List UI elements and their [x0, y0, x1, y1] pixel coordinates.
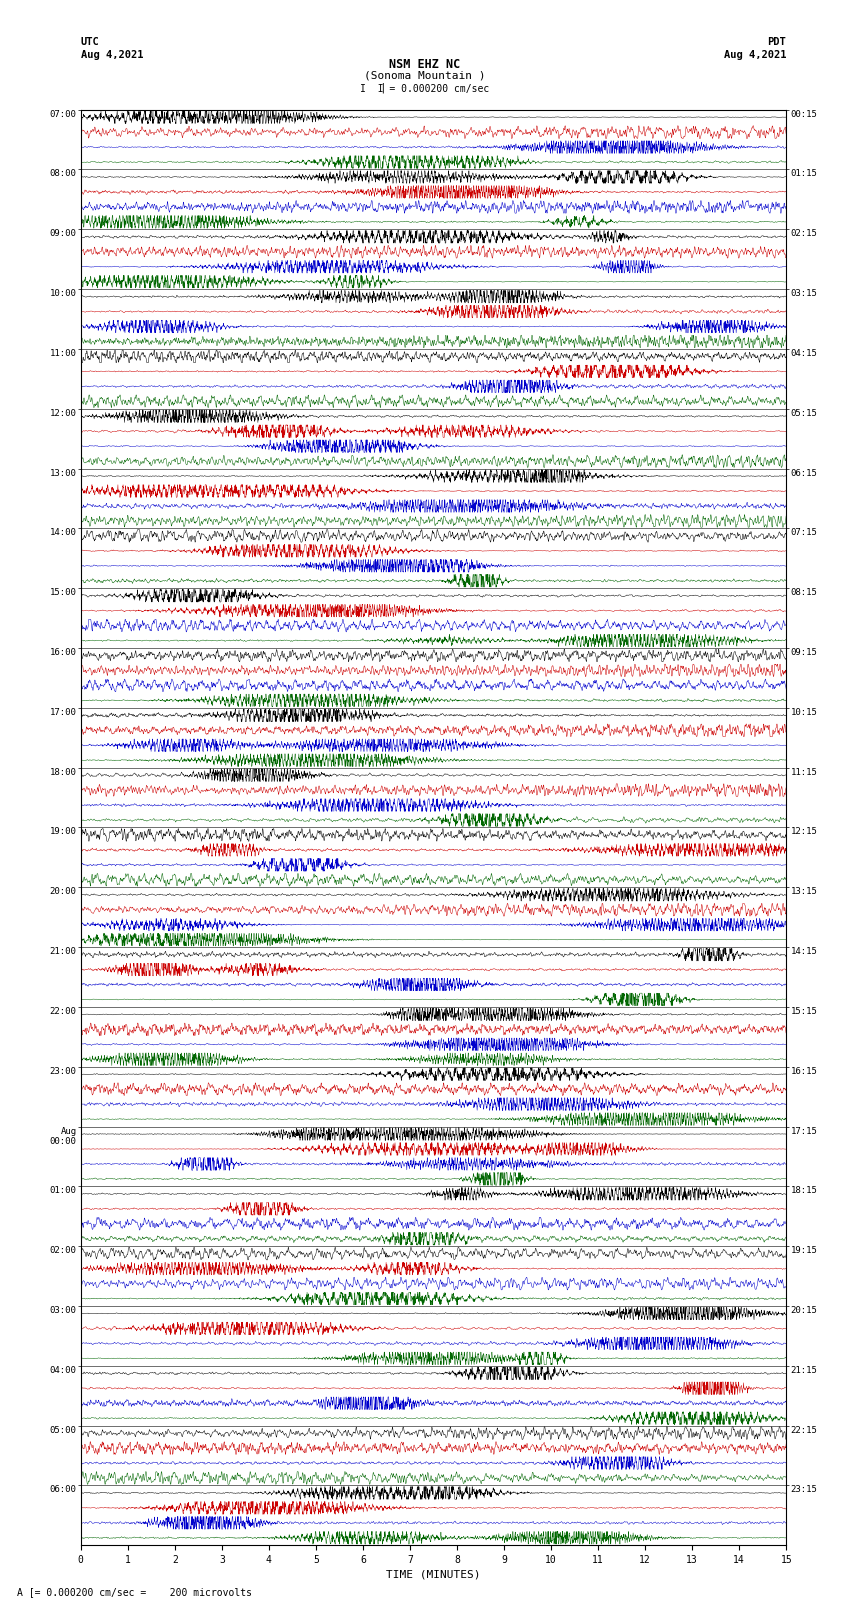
Text: Aug 4,2021: Aug 4,2021	[723, 50, 786, 60]
Text: Aug 4,2021: Aug 4,2021	[81, 50, 144, 60]
Text: PDT: PDT	[768, 37, 786, 47]
Text: NSM EHZ NC: NSM EHZ NC	[389, 58, 461, 71]
Text: (Sonoma Mountain ): (Sonoma Mountain )	[365, 71, 485, 81]
Text: I  I = 0.000200 cm/sec: I I = 0.000200 cm/sec	[360, 84, 490, 94]
Text: |: |	[379, 82, 386, 94]
X-axis label: TIME (MINUTES): TIME (MINUTES)	[386, 1569, 481, 1579]
Text: A [= 0.000200 cm/sec =    200 microvolts: A [= 0.000200 cm/sec = 200 microvolts	[17, 1587, 252, 1597]
Text: UTC: UTC	[81, 37, 99, 47]
